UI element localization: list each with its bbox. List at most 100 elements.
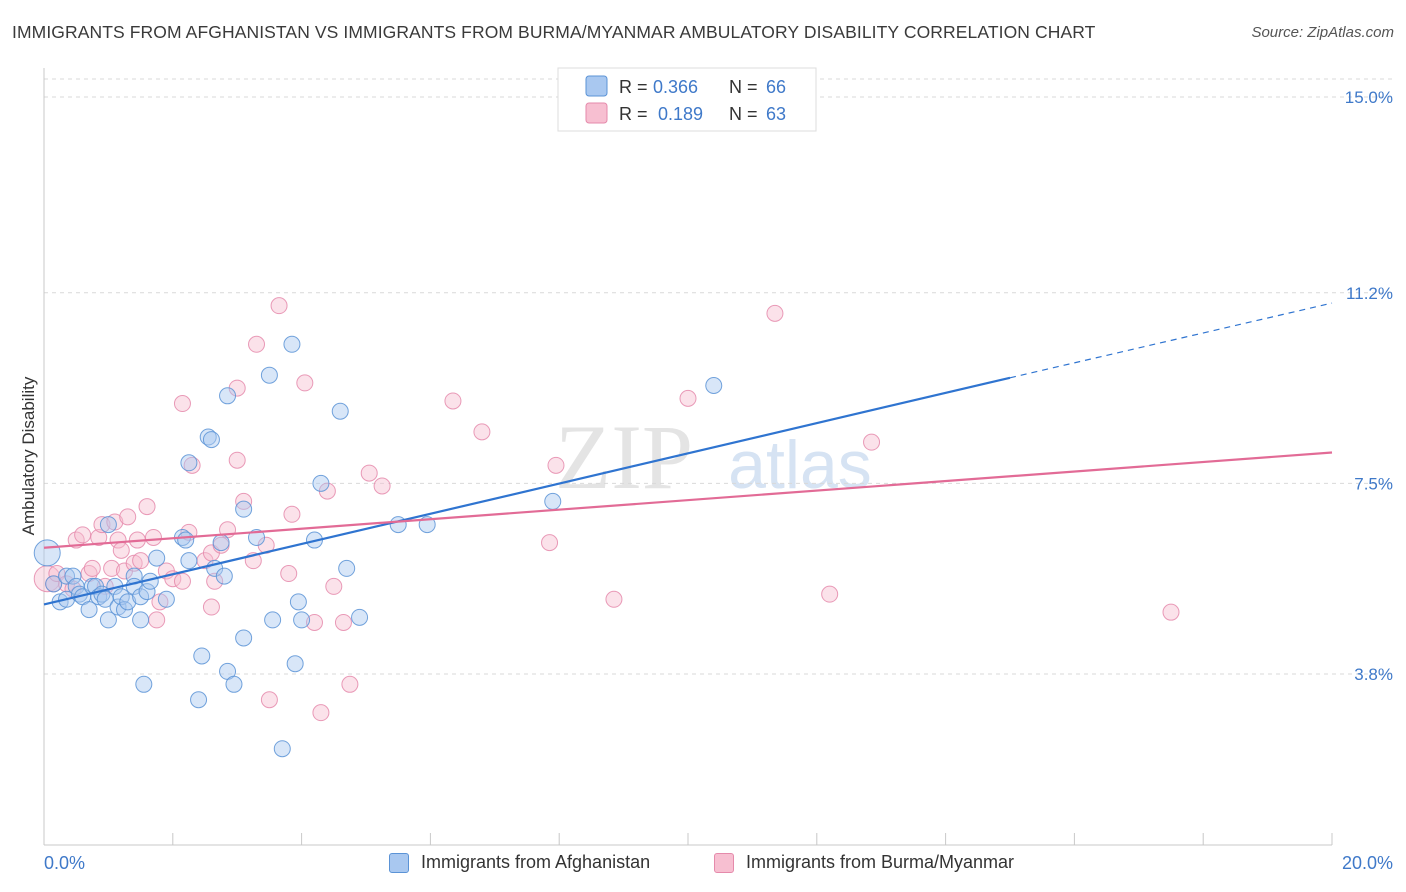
x-ticks (43, 833, 1333, 845)
afghanistan-point-35 (190, 691, 208, 709)
legend-r-value-blue: 0.366 (653, 77, 698, 97)
burma-point-30 (183, 456, 201, 474)
afghanistan-point-15 (99, 611, 117, 629)
burma-point-15 (112, 541, 130, 559)
burma-point-23 (148, 611, 166, 629)
afghanistan-point-45 (235, 629, 253, 647)
burma-point-44 (270, 297, 288, 315)
x-tick-label-0: 0.0% (44, 853, 85, 873)
watermark-atlas: atlas (728, 427, 872, 503)
afghanistan-point-40 (212, 534, 230, 552)
burma-point-45 (280, 565, 298, 583)
burma-point-32 (202, 598, 220, 616)
burma-point-27 (173, 572, 191, 590)
legend-n-value-pink: 63 (766, 104, 786, 124)
x-tick-label-1: 20.0% (1342, 853, 1393, 873)
burma-point-49 (312, 704, 330, 722)
burma-point-43 (260, 691, 278, 709)
afghanistan-point-34 (180, 552, 198, 570)
afghanistan-point-32 (177, 531, 195, 549)
burma-point-12 (103, 559, 121, 577)
burma-point-64 (821, 585, 839, 603)
legend-item-burma: Immigrants from Burma/Myanmar (714, 852, 1014, 873)
legend-swatch-pink (585, 102, 608, 124)
trend-lines (43, 302, 1333, 606)
afghanistan-point-27 (138, 583, 156, 601)
burma-point-46 (283, 505, 301, 523)
x-tick-labels: 0.0% 20.0% (44, 853, 1393, 873)
afghanistan-point-30 (157, 590, 175, 608)
legend-r-value-pink: 0.189 (658, 104, 703, 124)
burma-point-54 (360, 464, 378, 482)
burma-point-57 (473, 423, 491, 441)
afghanistan-point-38 (202, 431, 220, 449)
burma-point-9 (90, 528, 108, 546)
burma-point-55 (373, 477, 391, 495)
legend-r-label-pink: R = (619, 104, 648, 124)
watermark: ZIP atlas (555, 406, 872, 508)
burma-point-21 (138, 498, 156, 516)
afghanistan-point-36 (193, 647, 211, 665)
y-tick-label-0: 3.8% (1354, 665, 1393, 684)
afghanistan-point-21 (119, 593, 137, 611)
burma-point-61 (679, 389, 697, 407)
burma-point-22 (144, 528, 162, 546)
burma-point-52 (334, 613, 352, 631)
burma-point-14 (109, 531, 127, 549)
afghanistan-point-37 (199, 428, 217, 446)
legend-swatch-afghanistan (389, 852, 409, 873)
afghanistan-point-16 (99, 516, 117, 534)
afghanistan-point-58 (338, 559, 356, 577)
legend-swatch-burma (714, 852, 734, 873)
afghanistan-point-50 (273, 740, 291, 758)
legend-item-afghanistan: Immigrants from Afghanistan (389, 852, 650, 873)
afghanistan-point-0 (33, 539, 61, 567)
afghanistan-point-44 (225, 675, 243, 693)
burma-point-37 (228, 451, 246, 469)
legend-label-burma: Immigrants from Burma/Myanmar (746, 852, 1015, 872)
afghanistan-point-41 (215, 567, 233, 585)
burma-point-10 (93, 516, 111, 534)
afghanistan-point-53 (289, 593, 307, 611)
burma-point-51 (325, 577, 343, 595)
burma-point-28 (173, 395, 191, 413)
afghanistan-point-57 (331, 402, 349, 420)
legend-n-label-pink: N = (729, 104, 758, 124)
afghanistan-point-62 (544, 492, 562, 510)
legend-swatch-blue (585, 75, 608, 97)
afghanistan-point-1 (45, 575, 63, 593)
grid-lines (44, 78, 1392, 675)
burma-point-48 (305, 613, 323, 631)
burma-point-58 (541, 534, 559, 552)
afghanistan-point-56 (312, 474, 330, 492)
afghanistan-point-59 (351, 608, 369, 626)
burma-point-65 (1162, 603, 1180, 621)
burma-point-59 (547, 456, 565, 474)
legend-n-value-blue: 66 (766, 77, 786, 97)
afghanistan-point-9 (80, 601, 98, 619)
burma-point-60 (605, 590, 623, 608)
burma-point-6 (74, 526, 92, 544)
y-tick-label-3: 15.0% (1345, 88, 1393, 107)
burma-point-47 (296, 374, 314, 392)
legend-top: R = 0.366 N = 66 R = 0.189 N = 63 (557, 67, 817, 132)
burma-point-56 (444, 392, 462, 410)
afghanistan-point-43 (219, 387, 237, 405)
afghanistan-point-52 (286, 655, 304, 673)
burma-point-41 (248, 335, 266, 353)
legend-n-label-blue: N = (729, 77, 758, 97)
burma-trend-line (43, 451, 1333, 549)
burma-point-34 (206, 572, 224, 590)
y-tick-label-1: 7.5% (1354, 474, 1393, 493)
afghanistan-point-63 (705, 377, 723, 394)
burma-point-62 (766, 304, 784, 322)
afghanistan-point-46 (235, 500, 253, 518)
afghanistan-point-24 (132, 611, 150, 629)
burma-point-20 (132, 552, 150, 570)
afghanistan-point-51 (283, 335, 301, 353)
burma-point-53 (341, 675, 359, 693)
y-tick-label-2: 11.2% (1346, 284, 1393, 303)
burma-point-63 (863, 433, 881, 451)
burma-point-17 (119, 508, 137, 526)
